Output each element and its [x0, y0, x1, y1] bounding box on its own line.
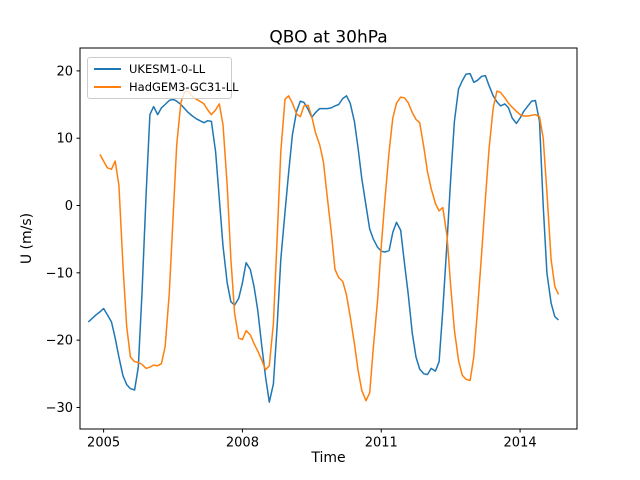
x-tick-label-2014: 2014 [504, 436, 537, 451]
y-tick-label-−30: −30 [46, 401, 73, 416]
y-axis-label: U (m/s) [19, 213, 35, 264]
x-tick-label-2005: 2005 [87, 436, 120, 451]
legend-item-hadgem3-gc31-ll: HadGEM3-GC31-LL [94, 78, 239, 96]
y-tick-label-20: 20 [56, 64, 73, 79]
legend-item-ukesm1-0-ll: UKESM1-0-LL [94, 60, 231, 78]
axis-ticks: 2005 2008 2011 2014 −30 −20 −10 0 10 20 [46, 64, 537, 450]
series-line-hadgem3-gc31-ll [99, 90, 560, 402]
series-lines [87, 72, 560, 403]
legend: UKESM1-0-LL HadGEM3-GC31-LL [87, 56, 239, 99]
y-tick-label-0: 0 [65, 199, 73, 214]
legend-label: HadGEM3-GC31-LL [129, 79, 239, 94]
y-tick-label-−10: −10 [46, 266, 73, 281]
x-tick-label-2008: 2008 [226, 436, 259, 451]
y-tick-label-10: 10 [56, 132, 73, 147]
axes-frame [79, 47, 578, 430]
series-line-ukesm1-0-ll [87, 72, 560, 403]
x-axis-label: Time [310, 450, 345, 466]
y-tick-label-−20: −20 [46, 334, 73, 349]
plot-area [80, 48, 577, 429]
legend-line-sample [94, 85, 121, 88]
legend-line-sample [94, 67, 121, 70]
legend-label: UKESM1-0-LL [129, 61, 206, 76]
chart-title: QBO at 30hPa [269, 28, 387, 48]
x-tick-label-2011: 2011 [365, 436, 398, 451]
